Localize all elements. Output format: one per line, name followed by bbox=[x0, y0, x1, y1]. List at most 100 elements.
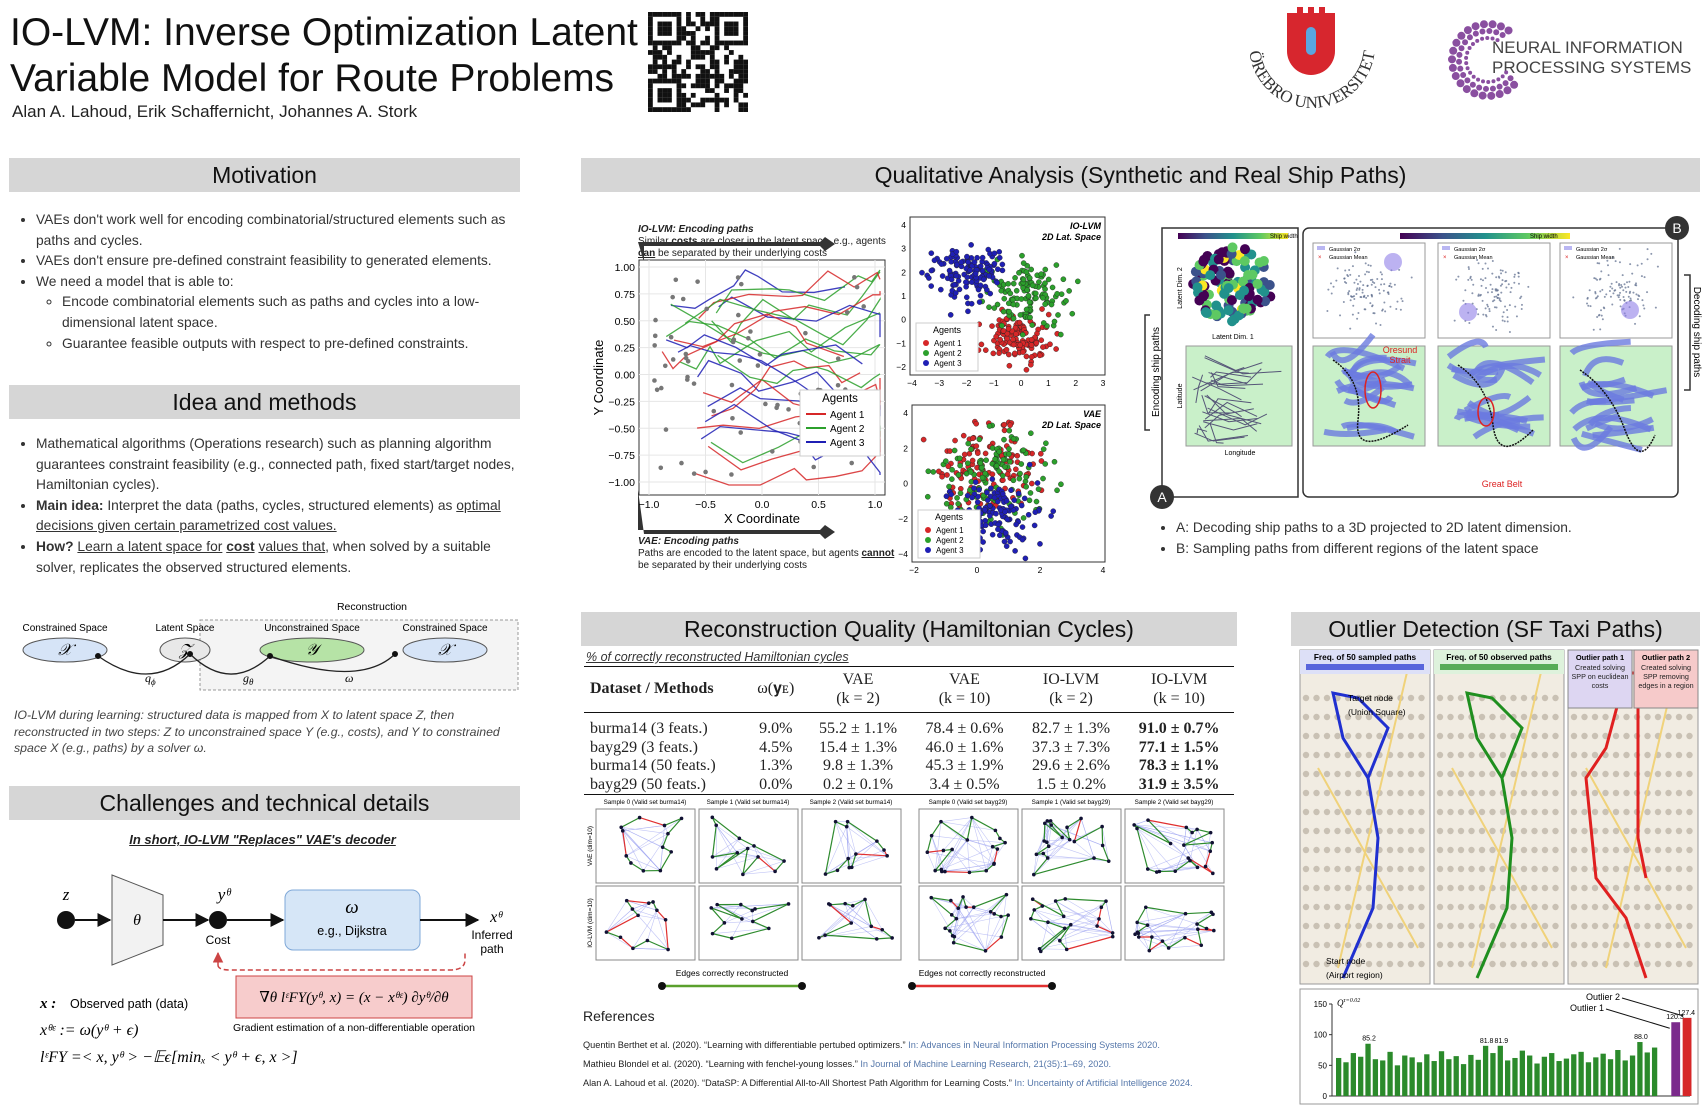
qr-module bbox=[662, 12, 668, 17]
logo-dot bbox=[1479, 20, 1488, 29]
logo-dot bbox=[1482, 85, 1489, 92]
edge-symbol: ω bbox=[345, 671, 353, 685]
latent-point bbox=[1010, 301, 1017, 308]
qr-module bbox=[662, 88, 668, 93]
bar bbox=[1490, 1053, 1496, 1096]
latent-point bbox=[1481, 267, 1484, 270]
candidate-edge bbox=[844, 903, 852, 924]
city bbox=[1145, 923, 1150, 927]
sea-route bbox=[1465, 413, 1531, 430]
bar bbox=[1505, 1060, 1511, 1096]
map-node bbox=[1520, 713, 1528, 721]
latent-point bbox=[1017, 470, 1023, 477]
city bbox=[1060, 835, 1064, 840]
map-node bbox=[1591, 808, 1599, 816]
node bbox=[729, 472, 734, 477]
latent-point bbox=[1640, 275, 1643, 278]
latent-point bbox=[1047, 341, 1053, 348]
city bbox=[885, 854, 889, 858]
map-node bbox=[1436, 732, 1444, 740]
latent-point bbox=[1342, 301, 1345, 304]
latent-point bbox=[988, 485, 994, 492]
value-label: 88.0 bbox=[1634, 1034, 1648, 1041]
map-node bbox=[1570, 941, 1578, 949]
latent-point bbox=[1016, 269, 1022, 276]
qr-module bbox=[714, 35, 720, 41]
map-node bbox=[1520, 789, 1528, 797]
latent-point bbox=[1386, 291, 1389, 294]
latent-point bbox=[1467, 278, 1470, 281]
candidate-edge bbox=[1168, 913, 1186, 949]
candidate-edge bbox=[846, 826, 853, 868]
map-node bbox=[1623, 732, 1630, 740]
logo-dot bbox=[1466, 34, 1473, 41]
latent-point bbox=[1517, 271, 1520, 274]
map-node bbox=[1552, 865, 1559, 873]
latent-point bbox=[1601, 318, 1604, 321]
logo-dot bbox=[1464, 61, 1469, 66]
latent-point bbox=[1040, 320, 1047, 326]
latent-point bbox=[1042, 266, 1049, 273]
city bbox=[823, 872, 828, 876]
map-node bbox=[1397, 941, 1404, 949]
sea-route bbox=[1343, 385, 1385, 406]
city bbox=[1154, 870, 1159, 874]
tick-label: 1 bbox=[901, 291, 906, 301]
header-text: (k = 2) bbox=[836, 689, 880, 707]
map-node bbox=[1541, 846, 1549, 854]
map-node bbox=[1386, 713, 1394, 721]
tick-label: 0.75 bbox=[615, 289, 636, 301]
latent-point bbox=[1491, 325, 1494, 328]
logo-dot bbox=[1491, 79, 1496, 84]
qr-module bbox=[719, 78, 725, 84]
map-node bbox=[1478, 903, 1486, 911]
candidate-edge bbox=[847, 821, 888, 857]
map-node bbox=[1623, 713, 1630, 721]
map-node bbox=[1436, 808, 1444, 816]
map-node bbox=[1457, 694, 1465, 702]
legend-label: Gaussian 2σ bbox=[1329, 247, 1361, 253]
qr-module bbox=[676, 21, 682, 27]
map-node bbox=[1407, 922, 1415, 930]
map-node bbox=[1581, 922, 1588, 930]
cycle-edge bbox=[1145, 906, 1186, 915]
latent-point bbox=[945, 463, 952, 470]
city bbox=[1135, 920, 1140, 925]
cycle-edge bbox=[667, 817, 682, 835]
latent-point bbox=[1617, 296, 1620, 299]
latent-point bbox=[1514, 305, 1517, 308]
city bbox=[1045, 856, 1050, 860]
sample-panel bbox=[1021, 808, 1122, 884]
cycle-edge bbox=[739, 837, 755, 847]
map-node bbox=[1570, 960, 1578, 968]
city bbox=[1046, 844, 1051, 849]
edge-legend-dot bbox=[1048, 982, 1056, 990]
latent-point bbox=[1494, 288, 1497, 291]
map-node bbox=[1591, 770, 1599, 778]
candidate-edge bbox=[941, 817, 973, 870]
latent-point bbox=[1606, 259, 1609, 262]
edge-sub: θ bbox=[249, 677, 254, 687]
latent-point bbox=[1507, 283, 1510, 286]
latent-point bbox=[1654, 306, 1657, 309]
city bbox=[833, 819, 838, 824]
map-node bbox=[1344, 941, 1352, 949]
map-node bbox=[1302, 960, 1310, 968]
latent-point bbox=[996, 254, 1003, 261]
city bbox=[964, 905, 968, 909]
map-node bbox=[1644, 846, 1651, 854]
latent-point bbox=[1010, 280, 1017, 287]
legend-title: Agents bbox=[935, 512, 964, 522]
latent-point bbox=[1401, 300, 1404, 303]
map-node bbox=[1397, 827, 1404, 835]
logo-dot bbox=[1465, 50, 1470, 55]
axis-label: Longitude bbox=[1225, 450, 1256, 457]
latent-point bbox=[1609, 295, 1612, 298]
cycle-edge bbox=[837, 858, 849, 871]
hexbin bbox=[1201, 308, 1212, 319]
cycle-edge bbox=[620, 936, 634, 949]
latent-point bbox=[1373, 312, 1376, 315]
map-node bbox=[1499, 884, 1507, 892]
map-node bbox=[1407, 770, 1415, 778]
map-node bbox=[1457, 770, 1465, 778]
